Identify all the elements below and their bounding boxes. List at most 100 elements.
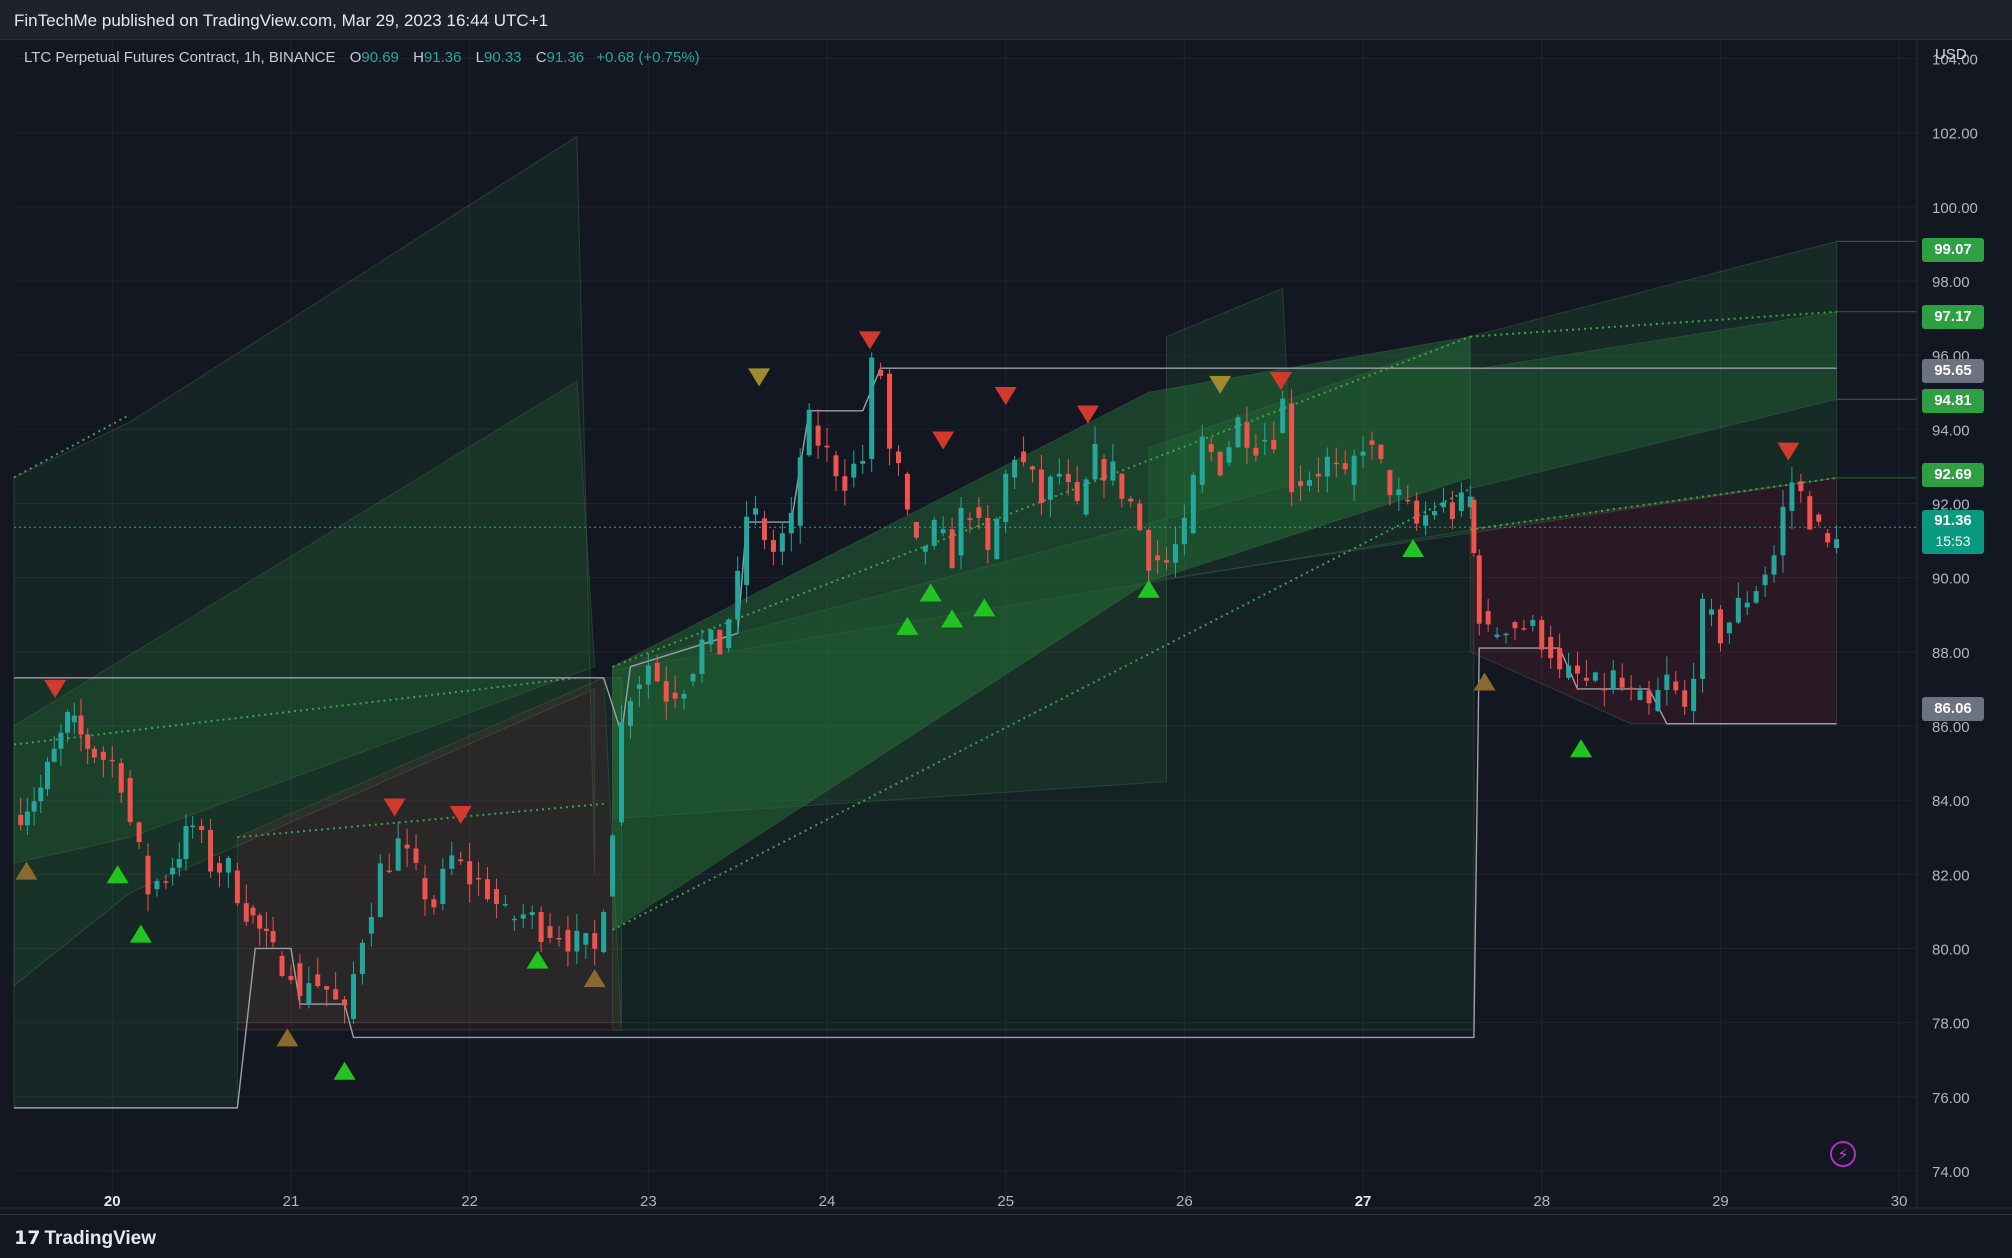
- candle-body: [324, 986, 330, 990]
- candle-body: [1574, 665, 1580, 674]
- candle-body: [449, 855, 455, 869]
- candle-body: [1226, 447, 1232, 463]
- candle-body: [100, 751, 106, 760]
- candle-body: [779, 533, 785, 552]
- price-label-92: 92.69: [1922, 463, 1984, 487]
- candle-body: [645, 665, 651, 685]
- candle-body: [1119, 473, 1125, 499]
- candle-body: [476, 877, 482, 880]
- candle-body: [958, 507, 964, 556]
- price-axis-panel: [1917, 40, 2012, 1208]
- lightning-icon[interactable]: ⚡: [1830, 1141, 1856, 1167]
- candle-body: [511, 918, 517, 921]
- candle-body: [1164, 560, 1170, 563]
- date-tick-label: 26: [1176, 1193, 1193, 1210]
- candle-body: [1700, 598, 1706, 679]
- close-label: C: [535, 49, 547, 66]
- price-axis: 104.00102.00100.0098.0096.0094.0092.0090…: [1932, 52, 1978, 1181]
- price-tick-label: 82.00: [1932, 867, 1970, 884]
- candle-body: [422, 877, 428, 900]
- price-tick-label: 102.00: [1932, 126, 1978, 143]
- candle-body: [1065, 473, 1071, 482]
- candle-body: [654, 662, 660, 682]
- candle-body: [672, 692, 678, 699]
- date-tick-label: 29: [1712, 1193, 1729, 1210]
- candle-body: [190, 825, 196, 828]
- buy-signal-triangle: [973, 598, 996, 617]
- candle-body: [183, 826, 189, 860]
- candle-body: [1539, 620, 1545, 650]
- candle-body: [878, 370, 884, 376]
- candle-body: [85, 734, 91, 749]
- publish-info: FinTechMe published on TradingView.com, …: [14, 11, 549, 30]
- candle-body: [136, 822, 142, 843]
- candle-body: [735, 570, 741, 620]
- candle-body: [270, 930, 276, 943]
- candle-body: [1333, 462, 1339, 465]
- candles: [18, 352, 1840, 1024]
- candle-body: [1378, 444, 1384, 460]
- sell-signal-triangle: [383, 798, 406, 817]
- candle-body: [663, 681, 669, 702]
- candle-body: [1709, 609, 1715, 615]
- candle-body: [1101, 458, 1107, 481]
- candle-body: [1476, 555, 1482, 624]
- candle-body: [1530, 620, 1536, 626]
- sell-signal-triangle: [1777, 442, 1800, 461]
- candle-body: [1369, 440, 1375, 445]
- buy-signal-triangle: [526, 950, 549, 969]
- candle-body: [601, 911, 607, 953]
- candle-body: [753, 508, 759, 515]
- candle-body: [431, 899, 437, 908]
- candle-body: [1003, 473, 1009, 523]
- symbol-title[interactable]: LTC Perpetual Futures Contract, 1h, BINA…: [24, 49, 336, 66]
- channel-zone-1: [13, 135, 596, 987]
- sell-signal-triangle: [1076, 405, 1099, 424]
- candle-body: [1396, 489, 1402, 496]
- currency-label[interactable]: USD: [1935, 46, 1967, 63]
- buy-signal-triangle: [1570, 739, 1593, 758]
- candle-body: [1155, 555, 1161, 561]
- candle-body: [315, 974, 321, 987]
- bar-countdown: 15:53: [1935, 533, 1971, 549]
- candle-body: [458, 859, 464, 862]
- channel-mid-dotted-1: [13, 676, 577, 746]
- candle-body: [1548, 636, 1554, 659]
- candle-body: [1172, 544, 1178, 563]
- candle-body: [887, 373, 893, 449]
- candle-body: [529, 912, 535, 916]
- candle-body: [1601, 688, 1607, 691]
- candle-body: [556, 937, 562, 940]
- neutral-signal-triangle: [583, 969, 606, 988]
- candle-body: [58, 732, 64, 749]
- last-price-tag: 91.36 15:53: [1922, 510, 1984, 554]
- candle-body: [931, 519, 937, 546]
- price-tick-label: 84.00: [1932, 793, 1970, 810]
- publish-header: FinTechMe published on TradingView.com, …: [0, 0, 2012, 40]
- price-tick-label: 98.00: [1932, 274, 1970, 291]
- candle-body: [1432, 511, 1438, 516]
- candle-body: [351, 974, 357, 1019]
- symbol-legend: LTC Perpetual Futures Contract, 1h, BINA…: [24, 49, 700, 66]
- candle-body: [1521, 628, 1527, 630]
- candle-body: [1056, 473, 1062, 477]
- candle-body: [815, 425, 821, 446]
- candle-body: [1807, 496, 1813, 530]
- neutral-signal-triangle: [15, 861, 38, 880]
- candle-body: [1834, 539, 1840, 548]
- candle-body: [404, 844, 410, 849]
- candle-body: [1306, 479, 1312, 486]
- candle-body: [145, 855, 151, 895]
- date-tick-label: 25: [997, 1193, 1014, 1210]
- candle-body: [1235, 417, 1241, 448]
- tradingview-logo[interactable]: 𝟭𝟳 TradingView: [14, 1227, 156, 1250]
- buy-signal-triangle: [1137, 579, 1160, 598]
- candle-body: [1735, 597, 1741, 623]
- low-value: 90.33: [483, 49, 522, 66]
- candle-body: [1512, 622, 1518, 629]
- candle-body: [1816, 514, 1822, 522]
- candle-body: [1449, 502, 1455, 520]
- time-axis: 20 21 22 23 24 25 26 27 28 29 30: [104, 1193, 1908, 1210]
- candle-body: [1315, 473, 1321, 477]
